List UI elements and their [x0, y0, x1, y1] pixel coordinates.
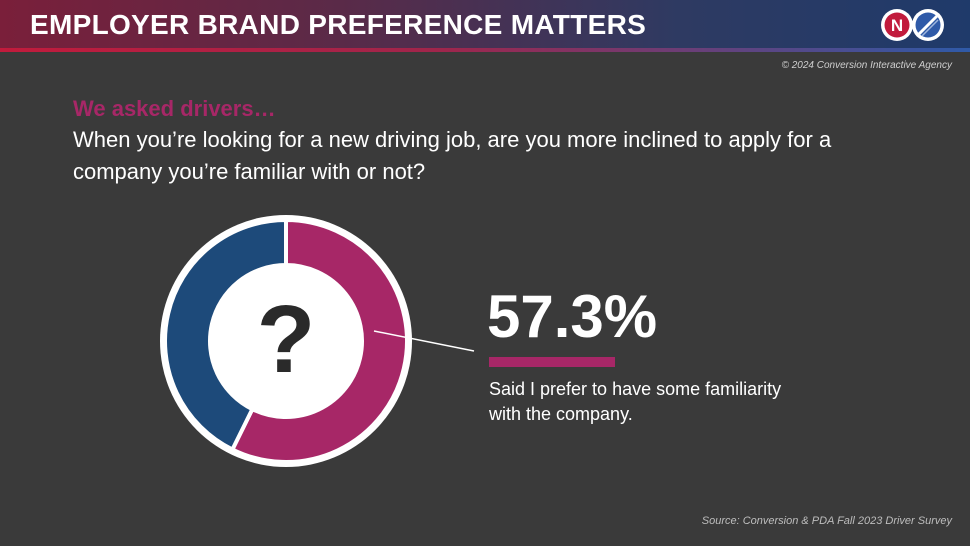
donut-center — [218, 273, 354, 409]
question-text: When you’re looking for a new driving jo… — [73, 127, 832, 184]
pda-logo — [912, 9, 944, 41]
donut-slice-familiar — [229, 217, 409, 464]
source-note: Source: Conversion & PDA Fall 2023 Drive… — [701, 515, 952, 527]
stat-accent-bar — [489, 357, 615, 367]
donut-slice-other — [163, 217, 288, 453]
question-mark-icon: ? — [257, 286, 316, 393]
brand-logos: N — [881, 9, 944, 41]
donut-chart: ? — [160, 215, 412, 467]
question-intro: We asked drivers… — [73, 96, 276, 121]
conversion-logo: N — [881, 9, 913, 41]
svg-text:?: ? — [257, 286, 316, 393]
page-title: EMPLOYER BRAND PREFERENCE MATTERS — [30, 9, 647, 40]
stat-caption: Said I prefer to have some familiarity w… — [489, 379, 782, 424]
svg-text:N: N — [891, 16, 903, 35]
header-stripe — [0, 48, 970, 52]
stat-percentage: 57.3% — [487, 283, 658, 350]
copyright-text: © 2024 Conversion Interactive Agency — [781, 60, 952, 71]
header-bar — [0, 0, 970, 48]
